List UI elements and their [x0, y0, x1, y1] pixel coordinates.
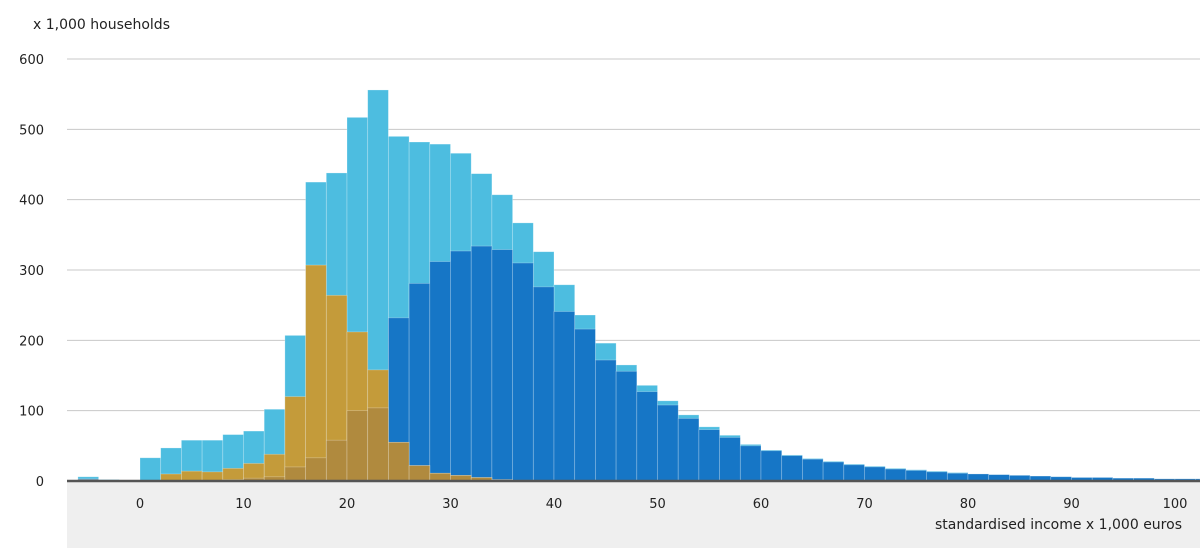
bar	[139, 457, 162, 482]
x-tick-label: 60	[753, 497, 770, 512]
bar	[388, 441, 410, 482]
bar	[719, 437, 741, 482]
x-tick-label: 80	[960, 497, 977, 512]
bar	[429, 261, 451, 482]
y-tick-label: 0	[36, 475, 44, 490]
bar	[636, 391, 658, 482]
x-tick-label: 90	[1063, 497, 1080, 512]
x-tick-label: 70	[856, 497, 873, 512]
bar	[305, 264, 327, 482]
bar	[822, 461, 845, 482]
bar	[574, 328, 596, 482]
bar	[470, 245, 493, 482]
y-axis-title: x 1,000 households	[33, 17, 170, 33]
x-tick-label: 100	[1163, 497, 1188, 512]
bar	[367, 407, 389, 482]
bar	[305, 457, 327, 482]
x-axis-band	[67, 482, 1200, 548]
x-axis-title: standardised income x 1,000 euros	[935, 517, 1182, 533]
bar	[905, 470, 927, 482]
bar	[512, 262, 534, 482]
bar	[760, 450, 783, 482]
bar	[781, 455, 803, 482]
series-overlap	[222, 407, 534, 482]
gridlines	[67, 58, 1200, 412]
bar	[926, 471, 948, 482]
bar	[553, 311, 576, 482]
bar	[201, 471, 224, 482]
bar	[408, 465, 431, 482]
y-tick-label: 400	[19, 194, 44, 209]
bar	[884, 468, 907, 482]
bar	[615, 370, 638, 482]
bar	[181, 470, 203, 482]
series-dark-blue-group	[77, 245, 1200, 482]
bar	[739, 445, 762, 482]
y-tick-label: 500	[19, 123, 44, 138]
x-tick-label: 20	[339, 497, 356, 512]
bar	[408, 283, 431, 482]
x-tick-label: 50	[649, 497, 666, 512]
x-tick-label: 10	[235, 497, 252, 512]
bar	[346, 410, 369, 482]
bar	[325, 439, 348, 482]
x-tick-labels: 0 10 20 30 40 50 60 70 80 90 100	[136, 497, 1188, 512]
y-tick-label: 300	[19, 264, 44, 279]
x-tick-label: 40	[546, 497, 563, 512]
bar	[595, 359, 617, 482]
y-tick-label: 100	[19, 405, 44, 420]
bar	[698, 429, 720, 482]
bar	[491, 249, 513, 482]
bar	[222, 467, 244, 482]
y-tick-labels: 0 100 200 300 400 500 600	[19, 53, 44, 490]
bar	[450, 250, 472, 482]
x-tick-label: 30	[442, 497, 459, 512]
bar	[657, 404, 679, 482]
y-tick-label: 200	[19, 334, 44, 349]
y-tick-label: 600	[19, 53, 44, 68]
bar	[802, 458, 824, 482]
bars	[77, 89, 1200, 482]
bar	[532, 286, 555, 482]
bar	[843, 464, 865, 482]
bar	[864, 466, 886, 482]
bar	[677, 418, 700, 482]
x-tick-label: 0	[136, 497, 144, 512]
bar	[284, 466, 306, 482]
